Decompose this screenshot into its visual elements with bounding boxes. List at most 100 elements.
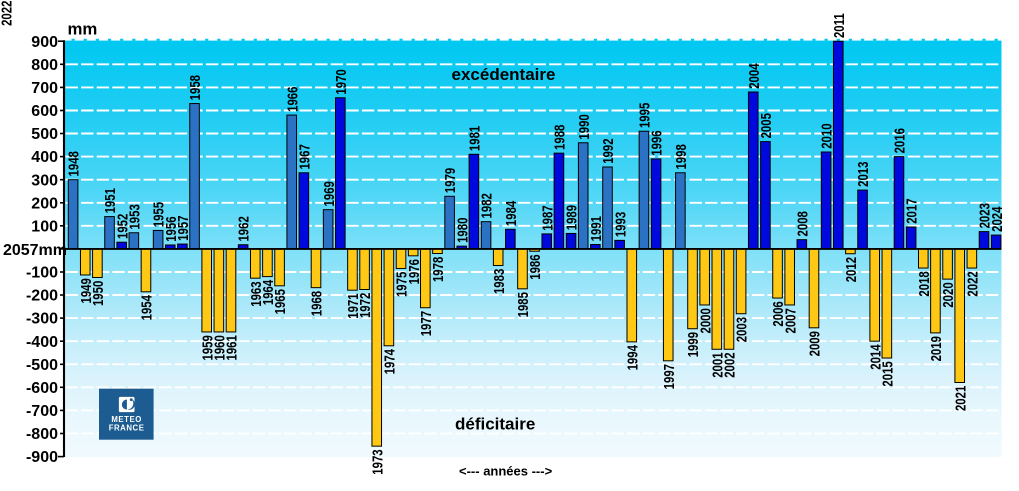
- svg-text:2057mm: 2057mm: [3, 242, 67, 259]
- svg-text:-900: -900: [26, 449, 58, 466]
- svg-text:2024: 2024: [988, 206, 1005, 232]
- svg-text:1969: 1969: [320, 181, 337, 206]
- svg-text:2017: 2017: [903, 198, 920, 223]
- svg-text:1979: 1979: [442, 168, 459, 193]
- svg-text:200: 200: [31, 195, 58, 212]
- svg-text:2004: 2004: [745, 63, 762, 89]
- svg-text:2011: 2011: [830, 13, 847, 38]
- svg-text:1982: 1982: [478, 193, 495, 218]
- svg-text:2010: 2010: [818, 123, 835, 148]
- svg-text:-200: -200: [26, 288, 58, 305]
- svg-text:FRANCE: FRANCE: [109, 424, 145, 433]
- svg-text:1968: 1968: [308, 291, 325, 316]
- svg-text:2009: 2009: [806, 331, 823, 356]
- svg-text:mm: mm: [68, 20, 98, 39]
- svg-text:600: 600: [31, 103, 58, 120]
- svg-text:1956: 1956: [162, 216, 179, 241]
- svg-text:2021: 2021: [952, 385, 969, 411]
- svg-text:METEO: METEO: [111, 415, 141, 424]
- svg-text:1967: 1967: [296, 144, 313, 169]
- svg-text:1962: 1962: [235, 216, 252, 241]
- svg-text:1961: 1961: [223, 335, 240, 361]
- svg-text:2015: 2015: [879, 361, 896, 387]
- svg-text:1966: 1966: [284, 87, 301, 112]
- svg-text:1963: 1963: [247, 281, 264, 306]
- svg-text:1984: 1984: [502, 200, 519, 226]
- svg-text:1973: 1973: [369, 449, 386, 474]
- svg-text:1998: 1998: [672, 144, 689, 169]
- svg-text:2023: 2023: [976, 203, 993, 228]
- svg-text:1999: 1999: [685, 332, 702, 357]
- svg-text:-300: -300: [26, 311, 58, 328]
- svg-text:700: 700: [31, 80, 58, 97]
- svg-text:1991: 1991: [587, 215, 604, 241]
- svg-text:2005: 2005: [757, 113, 774, 139]
- svg-text:-700: -700: [26, 403, 58, 420]
- svg-text:1952: 1952: [114, 214, 131, 239]
- svg-text:1992: 1992: [600, 138, 617, 163]
- svg-text:2007: 2007: [782, 308, 799, 333]
- svg-text:400: 400: [31, 149, 58, 166]
- svg-text:1964: 1964: [260, 279, 277, 305]
- svg-text:1951: 1951: [102, 188, 119, 214]
- svg-text:500: 500: [31, 126, 58, 143]
- svg-text:2000: 2000: [697, 308, 714, 333]
- svg-text:1975: 1975: [393, 271, 410, 297]
- svg-text:2022: 2022: [0, 1, 15, 26]
- svg-text:2001: 2001: [709, 352, 726, 378]
- svg-text:1977: 1977: [417, 311, 434, 336]
- svg-text:1955: 1955: [150, 201, 167, 227]
- svg-text:1949: 1949: [77, 278, 94, 303]
- svg-text:1971: 1971: [345, 293, 362, 319]
- svg-text:2020: 2020: [940, 282, 957, 307]
- svg-text:1981: 1981: [466, 125, 483, 151]
- svg-text:2018: 2018: [915, 271, 932, 296]
- svg-text:1972: 1972: [357, 293, 374, 318]
- svg-text:1993: 1993: [612, 212, 629, 237]
- svg-text:1950: 1950: [89, 281, 106, 306]
- svg-text:800: 800: [31, 57, 58, 74]
- svg-text:1970: 1970: [332, 69, 349, 94]
- svg-text:1987: 1987: [539, 205, 556, 230]
- svg-text:1990: 1990: [575, 114, 592, 139]
- svg-text:<--- années --->: <--- années --->: [459, 464, 553, 479]
- svg-text:900: 900: [31, 34, 58, 51]
- svg-text:2022: 2022: [964, 271, 981, 296]
- svg-text:1980: 1980: [454, 218, 471, 243]
- svg-text:1983: 1983: [490, 269, 507, 294]
- svg-text:2019: 2019: [928, 336, 945, 361]
- svg-text:2012: 2012: [842, 257, 859, 282]
- svg-text:1954: 1954: [138, 295, 155, 321]
- svg-text:2003: 2003: [733, 317, 750, 342]
- svg-text:1948: 1948: [65, 151, 82, 176]
- svg-text:2008: 2008: [794, 211, 811, 236]
- svg-text:1986: 1986: [527, 254, 544, 279]
- svg-text:-800: -800: [26, 426, 58, 443]
- svg-text:300: 300: [31, 172, 58, 189]
- svg-text:1957: 1957: [174, 215, 191, 240]
- svg-text:1959: 1959: [199, 335, 216, 360]
- svg-text:-500: -500: [26, 357, 58, 374]
- svg-text:1994: 1994: [624, 345, 641, 371]
- svg-text:1965: 1965: [272, 289, 289, 315]
- svg-text:2014: 2014: [867, 344, 884, 370]
- svg-text:1958: 1958: [187, 75, 204, 100]
- svg-text:1997: 1997: [660, 364, 677, 389]
- svg-text:1985: 1985: [515, 292, 532, 318]
- svg-text:1978: 1978: [430, 257, 447, 282]
- svg-text:2006: 2006: [770, 301, 787, 326]
- svg-text:1988: 1988: [551, 125, 568, 150]
- svg-text:déficitaire: déficitaire: [455, 415, 535, 434]
- svg-text:1976: 1976: [405, 259, 422, 284]
- svg-text:1953: 1953: [126, 204, 143, 229]
- svg-text:1995: 1995: [636, 102, 653, 128]
- svg-text:1974: 1974: [381, 348, 398, 374]
- svg-text:1996: 1996: [648, 130, 665, 155]
- svg-text:-100: -100: [26, 265, 58, 282]
- svg-text:-400: -400: [26, 334, 58, 351]
- svg-text:excédentaire: excédentaire: [452, 65, 556, 84]
- svg-text:2002: 2002: [721, 352, 738, 377]
- svg-text:1960: 1960: [211, 335, 228, 360]
- svg-text:1989: 1989: [563, 205, 580, 230]
- svg-text:2016: 2016: [891, 128, 908, 153]
